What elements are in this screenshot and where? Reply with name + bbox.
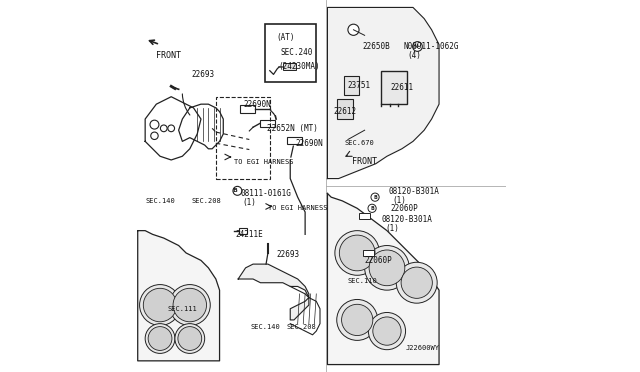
Bar — [381, 71, 408, 104]
Text: 08120-B301A: 08120-B301A — [389, 187, 440, 196]
Text: (24230MA): (24230MA) — [278, 62, 320, 71]
Text: SEC.140: SEC.140 — [145, 198, 175, 204]
Circle shape — [337, 299, 378, 340]
Text: (4): (4) — [408, 51, 421, 60]
Circle shape — [148, 327, 172, 350]
Text: SEC.140: SEC.140 — [250, 324, 280, 330]
Text: 22650B: 22650B — [363, 42, 390, 51]
Circle shape — [348, 24, 359, 35]
Text: (1): (1) — [392, 196, 406, 205]
Bar — [283, 63, 296, 70]
Circle shape — [175, 324, 205, 353]
Text: N: N — [413, 44, 418, 49]
Circle shape — [401, 267, 433, 298]
Text: (1): (1) — [385, 224, 399, 233]
Circle shape — [143, 288, 177, 322]
Text: 22652N (MT): 22652N (MT) — [267, 124, 318, 133]
Text: SEC.110: SEC.110 — [348, 278, 378, 284]
Text: FRONT: FRONT — [156, 51, 180, 60]
Text: N08911-1062G: N08911-1062G — [404, 42, 459, 51]
Circle shape — [233, 186, 242, 195]
Circle shape — [339, 235, 375, 271]
Bar — [260, 120, 275, 127]
Text: 22690N: 22690N — [244, 100, 271, 109]
Bar — [344, 76, 359, 95]
Text: 22693: 22693 — [191, 70, 215, 79]
Text: SEC.208: SEC.208 — [287, 324, 316, 330]
Bar — [239, 228, 247, 234]
Circle shape — [170, 285, 211, 326]
Bar — [359, 213, 370, 219]
Text: 22612: 22612 — [333, 107, 356, 116]
Circle shape — [335, 231, 380, 275]
Bar — [363, 250, 374, 256]
Text: SEC.111: SEC.111 — [168, 306, 197, 312]
Text: SEC.670: SEC.670 — [344, 140, 374, 146]
Text: 22060P: 22060P — [365, 256, 392, 265]
Circle shape — [145, 324, 175, 353]
Bar — [216, 97, 270, 179]
Text: B: B — [373, 195, 377, 200]
Text: 22690N: 22690N — [296, 139, 324, 148]
Text: 23751: 23751 — [348, 81, 371, 90]
Circle shape — [413, 42, 422, 51]
Text: 22060P: 22060P — [390, 204, 419, 213]
Circle shape — [342, 304, 373, 336]
Text: SEC.208: SEC.208 — [191, 198, 221, 204]
Text: TO EGI HARNESS: TO EGI HARNESS — [268, 205, 328, 211]
Text: (1): (1) — [243, 198, 256, 207]
Circle shape — [373, 317, 401, 345]
Text: 22611: 22611 — [390, 83, 414, 92]
Text: 22693: 22693 — [276, 250, 300, 259]
Circle shape — [365, 246, 410, 290]
Text: 08111-0161G: 08111-0161G — [240, 189, 291, 198]
Circle shape — [369, 312, 406, 350]
Bar — [240, 105, 255, 113]
Polygon shape — [328, 193, 439, 365]
Text: TO EGI HARNESS: TO EGI HARNESS — [234, 159, 294, 165]
Text: 24211E: 24211E — [235, 230, 263, 239]
Bar — [337, 99, 353, 119]
Text: (AT): (AT) — [276, 33, 294, 42]
Bar — [266, 24, 316, 82]
Circle shape — [369, 250, 405, 286]
Circle shape — [173, 288, 207, 322]
Circle shape — [140, 285, 180, 326]
Text: B: B — [233, 188, 237, 193]
Circle shape — [368, 204, 376, 212]
Text: 08120-B301A: 08120-B301A — [381, 215, 432, 224]
Text: J22600WY: J22600WY — [406, 345, 440, 351]
Polygon shape — [328, 7, 439, 179]
Circle shape — [396, 262, 437, 303]
Bar — [287, 137, 302, 144]
Polygon shape — [238, 264, 309, 320]
Text: B: B — [370, 206, 374, 211]
Text: SEC.240: SEC.240 — [281, 48, 314, 57]
Polygon shape — [138, 231, 220, 361]
Circle shape — [178, 327, 202, 350]
Circle shape — [371, 193, 379, 201]
Text: FRONT: FRONT — [351, 157, 376, 166]
